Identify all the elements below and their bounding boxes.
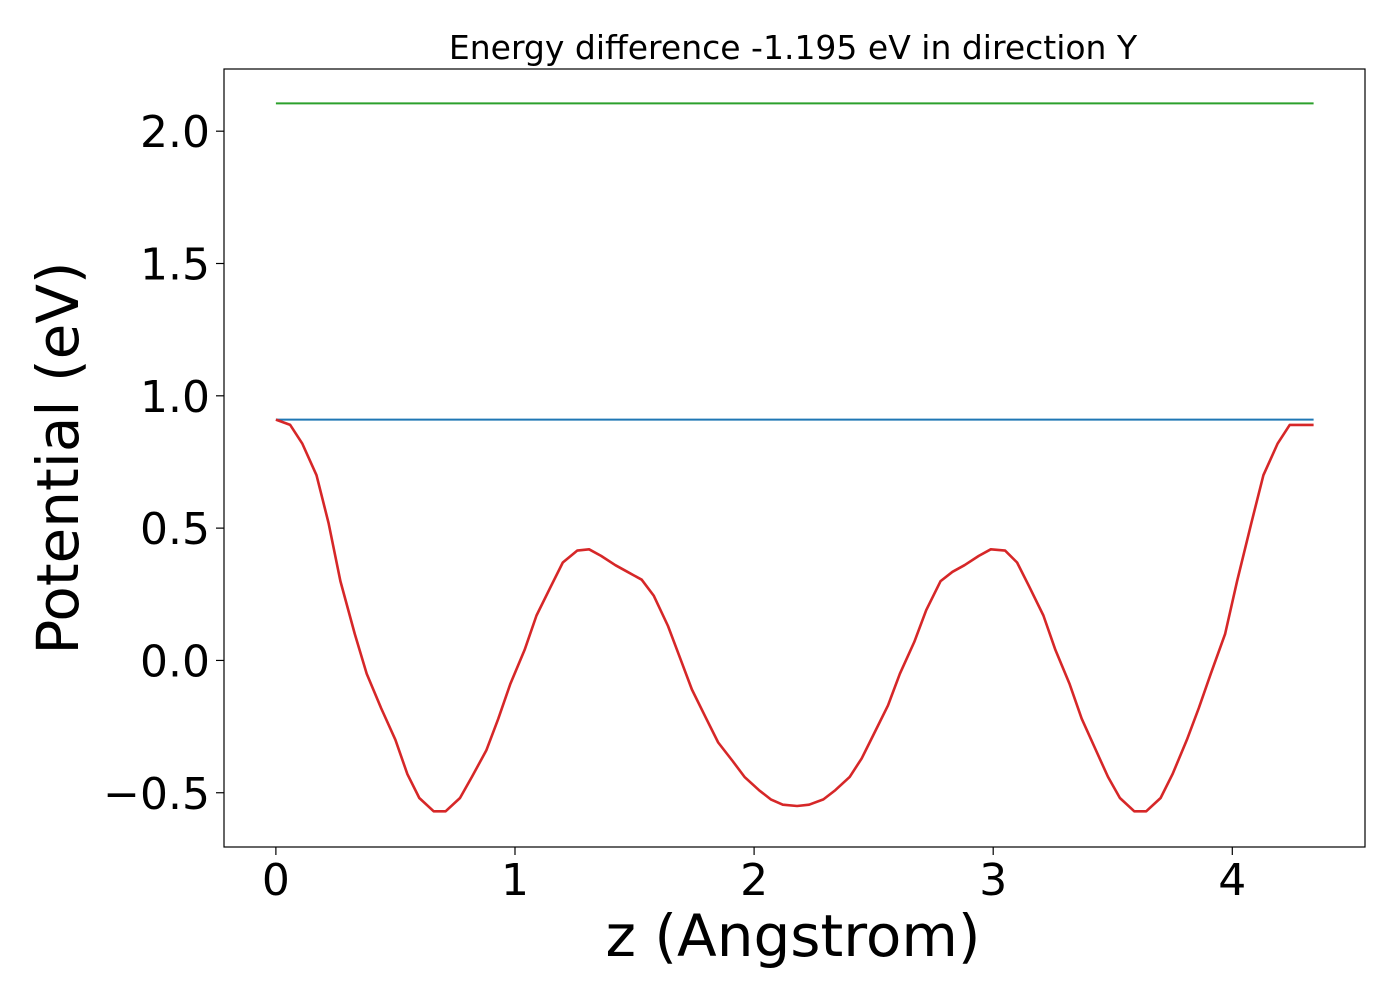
series-line-3: [275, 418, 1314, 813]
x-tick-label: 1: [501, 855, 529, 906]
y-tick-label: 0.5: [140, 504, 210, 555]
chart-title: Energy difference -1.195 eV in direction…: [449, 28, 1138, 67]
x-tick-label: 2: [740, 855, 768, 906]
y-tick-label: 0.0: [140, 636, 210, 687]
x-tick-label: 4: [1218, 855, 1246, 906]
y-tick-label: 1.0: [140, 372, 210, 423]
plot-frame: [223, 68, 1366, 848]
series-layer: [275, 102, 1314, 813]
y-tick-label: 1.5: [140, 240, 210, 291]
y-axis-label: Potential (eV): [24, 261, 92, 654]
x-tick-label: 3: [979, 855, 1007, 906]
x-axis-label: z (Angstrom): [606, 902, 981, 970]
x-tick-label: 0: [262, 855, 290, 906]
y-tick-label: 2.0: [140, 107, 210, 158]
y-tick-label: −0.5: [103, 769, 210, 820]
y-axis: −0.5 0.0 0.5 1.0 1.5 2.0: [103, 107, 224, 820]
x-axis: 0 1 2 3 4: [262, 847, 1246, 906]
